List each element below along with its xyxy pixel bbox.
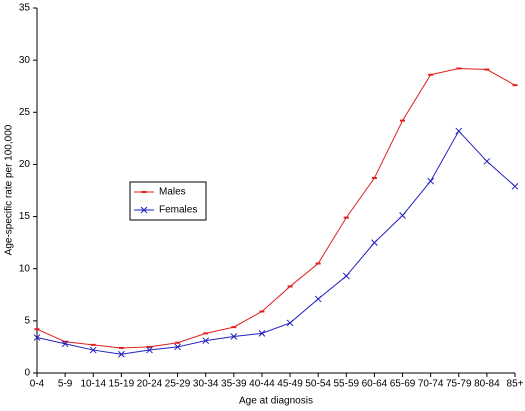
y-tick-label: 20 — [19, 159, 31, 170]
marker — [511, 182, 519, 190]
marker — [399, 212, 406, 219]
x-tick-label: 75-79 — [446, 379, 472, 390]
marker — [483, 157, 491, 165]
marker — [427, 177, 435, 185]
marker — [33, 334, 41, 341]
x-axis-label: Age at diagnosis — [239, 396, 313, 407]
y-tick-label: 5 — [24, 315, 30, 326]
marker — [342, 272, 350, 280]
marker — [89, 346, 97, 354]
x-tick-label: 50-54 — [305, 379, 331, 390]
x-tick-label: 65-69 — [390, 379, 416, 390]
marker — [286, 319, 294, 327]
x-tick-label: 45-49 — [277, 379, 303, 390]
x-tick-label: 55-59 — [334, 379, 360, 390]
x-tick-label: 15-19 — [109, 379, 135, 390]
marker — [230, 333, 238, 340]
marker — [174, 343, 181, 351]
x-tick-label: 10-14 — [80, 379, 106, 390]
legend-label: Females — [159, 205, 197, 216]
y-tick-label: 30 — [19, 55, 31, 66]
x-tick-label: 5-9 — [58, 379, 73, 390]
y-tick-label: 0 — [24, 368, 30, 379]
y-tick-label: 25 — [19, 107, 31, 118]
x-tick-label: 60-64 — [362, 379, 388, 390]
x-tick-label: 30-34 — [193, 379, 219, 390]
series-line — [36, 67, 516, 349]
x-tick-label: 85+ — [507, 379, 524, 390]
series-line — [36, 130, 516, 355]
legend-label: Males — [159, 187, 186, 198]
marker — [146, 346, 153, 354]
marker — [258, 330, 266, 337]
marker — [455, 127, 463, 135]
marker — [140, 206, 148, 214]
marker — [314, 295, 322, 303]
x-tick-label: 40-44 — [249, 379, 275, 390]
x-tick-label: 25-29 — [165, 379, 191, 390]
marker — [61, 340, 69, 348]
marker — [371, 239, 378, 246]
marker — [202, 337, 210, 345]
x-tick-label: 35-39 — [221, 379, 247, 390]
y-tick-label: 15 — [19, 211, 31, 222]
y-axis-label: Age-specific rate per 100,000 — [4, 124, 15, 255]
x-tick-label: 20-24 — [137, 379, 163, 390]
x-tick-label: 0-4 — [30, 379, 45, 390]
y-tick-label: 10 — [19, 263, 31, 274]
x-tick-label: 70-74 — [418, 379, 444, 390]
legend-box — [129, 181, 207, 221]
x-tick-label: 80-84 — [474, 379, 500, 390]
y-tick-label: 35 — [19, 3, 31, 14]
marker — [117, 350, 125, 358]
